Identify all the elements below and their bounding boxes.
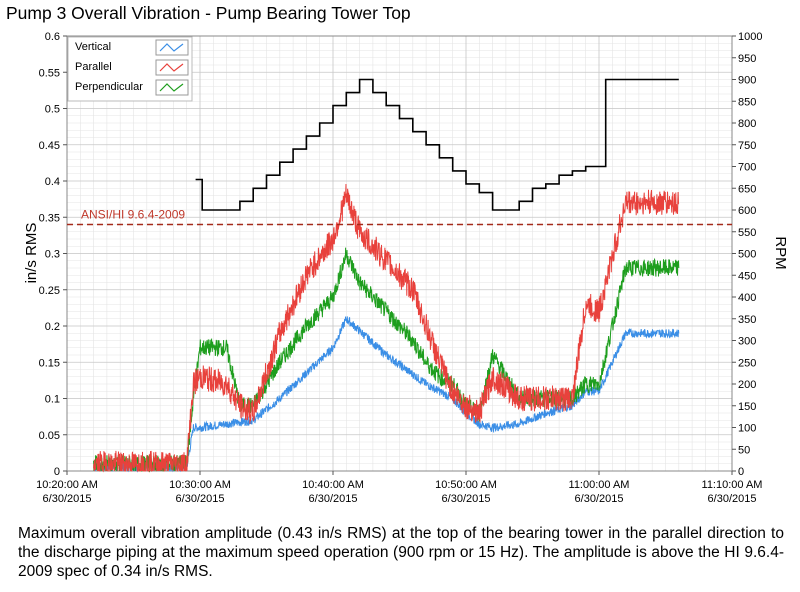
y2-tick-label: 750 [738, 140, 756, 152]
y-tick-label: 0.3 [45, 249, 60, 261]
legend-label-vertical: Vertical [75, 41, 111, 53]
y-tick-label: 0 [54, 466, 60, 478]
x-tick-label-date: 6/30/2015 [43, 493, 92, 505]
y2-tick-label: 550 [738, 227, 756, 239]
figure-caption: Maximum overall vibration amplitude (0.4… [18, 525, 784, 580]
y-tick-label: 0.2 [45, 321, 60, 333]
y-tick-label: 0.6 [45, 31, 60, 43]
y2-tick-label: 1000 [738, 31, 762, 43]
y2-tick-label: 250 [738, 357, 756, 369]
series-line-vertical [93, 316, 680, 473]
legend-swatch-box [155, 39, 189, 56]
series-line-parallel [93, 183, 680, 473]
legend-swatch-vertical [159, 43, 184, 52]
y-tick-label: 0.55 [39, 67, 60, 79]
legend-swatch-parallel [159, 63, 184, 72]
x-tick-label-time: 11:00:00 AM [569, 479, 630, 491]
y2-tick-label: 700 [738, 162, 756, 174]
x-tick-label-time: 10:30:00 AM [169, 479, 231, 491]
y-tick-label: 0.5 [45, 104, 60, 116]
legend: Vertical Parallel Perpendicular [67, 36, 193, 102]
series-layer: ANSI/HI 9.6.4-2009 [67, 78, 732, 473]
x-tick-label-date: 6/30/2015 [442, 493, 491, 505]
y-tick-label: 0.35 [39, 212, 60, 224]
y2-tick-label: 50 [738, 444, 750, 456]
x-tick-label-time: 10:20:00 AM [36, 479, 98, 491]
y2-tick-label: 0 [738, 466, 744, 478]
legend-swatch-perpendicular [159, 83, 184, 92]
chart-title: Pump 3 Overall Vibration - Pump Bearing … [6, 3, 411, 23]
y2-tick-label: 500 [738, 249, 756, 261]
y2-tick-label: 200 [738, 379, 756, 391]
y2-tick-label: 450 [738, 270, 756, 282]
y2-tick-label: 950 [738, 53, 756, 65]
legend-label-parallel: Parallel [75, 61, 112, 73]
y-tick-label: 0.1 [45, 394, 60, 406]
y-tick-label: 0.45 [39, 140, 60, 152]
y-tick-label: 0.05 [39, 430, 60, 442]
series-line-rpm [195, 78, 679, 211]
y2-tick-label: 800 [738, 118, 756, 130]
y2-tick-label: 350 [738, 314, 756, 326]
y2-tick-label: 650 [738, 183, 756, 195]
y2-tick-label: 300 [738, 336, 756, 348]
x-tick-label-date: 6/30/2015 [176, 493, 225, 505]
y-axis-label: in/s RMS [23, 223, 40, 284]
legend-swatch-box [155, 79, 189, 96]
legend-label-perpendicular: Perpendicular [75, 81, 143, 93]
y2-axis-label: RPM [772, 236, 789, 269]
y2-tick-label: 600 [738, 205, 756, 217]
y-tick-label: 0.4 [45, 176, 60, 188]
x-tick-label-time: 10:50:00 AM [435, 479, 497, 491]
x-tick-label-time: 10:40:00 AM [302, 479, 364, 491]
y2-tick-label: 400 [738, 292, 756, 304]
y-tick-label: 0.15 [39, 357, 60, 369]
axes-layer: 0 0.05 0.1 0.15 0.2 0.25 0.3 0.35 0.4 0.45 0.5 0.55… [36, 31, 762, 505]
y2-tick-label: 900 [738, 75, 756, 87]
x-tick-label-date: 6/30/2015 [708, 493, 757, 505]
y2-tick-label: 100 [738, 423, 756, 435]
y-tick-label: 0.25 [39, 285, 60, 297]
reference-line-label: ANSI/HI 9.6.4-2009 [81, 208, 185, 222]
legend-swatch-box [155, 59, 189, 76]
x-tick-label-date: 6/30/2015 [575, 493, 624, 505]
chart: Pump 3 Overall Vibration - Pump Bearing … [6, 3, 789, 505]
y2-tick-label: 850 [738, 96, 756, 108]
y2-tick-label: 150 [738, 401, 756, 413]
x-tick-label-date: 6/30/2015 [309, 493, 358, 505]
x-tick-label-time: 11:10:00 AM [702, 479, 763, 491]
